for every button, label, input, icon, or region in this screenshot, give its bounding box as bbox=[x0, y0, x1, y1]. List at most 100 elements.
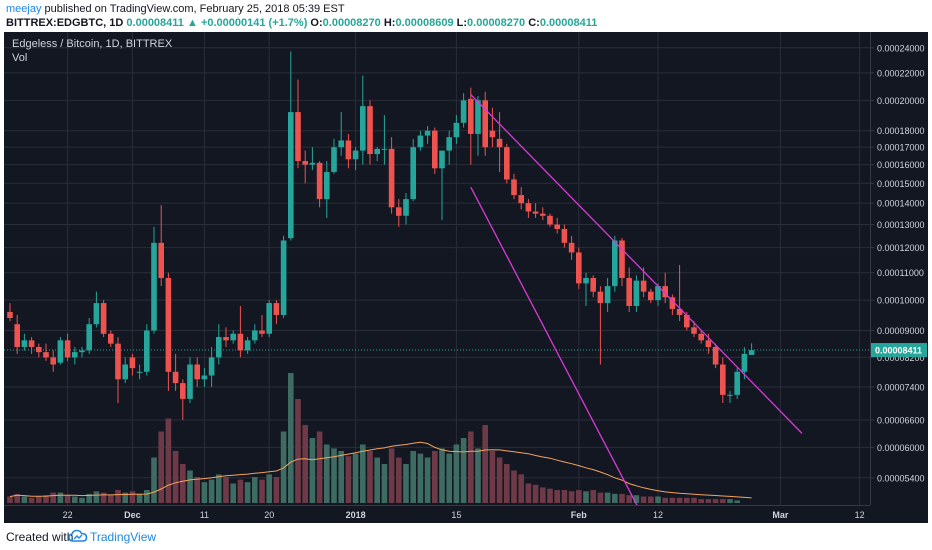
publish-line: meejay published on TradingView.com, Feb… bbox=[6, 3, 345, 15]
volume-bar bbox=[115, 490, 121, 503]
volume-bar bbox=[640, 496, 647, 503]
candle-body bbox=[331, 147, 337, 172]
time-tick-label: 15 bbox=[451, 510, 461, 520]
volume-bar bbox=[43, 495, 49, 503]
volume-bar bbox=[216, 474, 222, 503]
volume-bar bbox=[338, 451, 344, 503]
time-tick-label: Feb bbox=[571, 510, 588, 520]
candle-body bbox=[187, 364, 193, 399]
candle-body bbox=[230, 333, 236, 341]
candle-body bbox=[496, 138, 503, 148]
candle-body bbox=[338, 140, 344, 148]
volume-bar bbox=[396, 457, 402, 503]
chart-title: Edgeless / Bitcoin, 1D, BITTREX bbox=[12, 38, 173, 50]
volume-bar bbox=[360, 444, 366, 503]
trendlines[interactable] bbox=[470, 94, 803, 519]
candle-body bbox=[532, 211, 539, 214]
volume-bar bbox=[590, 490, 596, 503]
volume-bar bbox=[266, 474, 272, 503]
volume-bar bbox=[532, 484, 539, 503]
volume-bar bbox=[93, 491, 100, 503]
candle-body bbox=[352, 150, 359, 160]
volume-bar bbox=[230, 483, 236, 503]
volume-bar bbox=[172, 451, 179, 503]
volume-bar bbox=[72, 496, 78, 503]
volume-bar bbox=[705, 499, 712, 503]
volume-bar bbox=[295, 399, 301, 503]
chart-panel[interactable]: 0.00024000 0.00022000 0.00020000 0.00018000… bbox=[4, 32, 928, 523]
volume-bar bbox=[540, 487, 546, 503]
candle-body bbox=[748, 350, 755, 355]
price-tick-label: 0.00011000 bbox=[877, 268, 924, 278]
volume-bar bbox=[187, 470, 193, 503]
tradingview-cloud-icon[interactable] bbox=[68, 529, 88, 543]
candle-body bbox=[295, 112, 301, 162]
candle-body bbox=[86, 324, 92, 351]
close-value: 0.00008411 bbox=[539, 17, 598, 29]
volume-bar bbox=[50, 492, 56, 503]
volume-bar bbox=[100, 492, 107, 503]
candle-body bbox=[669, 297, 676, 309]
volume-bar bbox=[324, 444, 330, 503]
time-axis[interactable]: 22 Dec 11 20 2018 15 Feb 12 Mar 12 bbox=[4, 505, 870, 523]
candles bbox=[7, 51, 755, 420]
candle-body bbox=[633, 280, 640, 306]
candle-body bbox=[626, 277, 632, 306]
candle-body bbox=[446, 137, 452, 151]
volume-bar bbox=[36, 496, 42, 503]
candle-body bbox=[72, 352, 78, 358]
candle-body bbox=[439, 150, 445, 169]
candle-body bbox=[50, 357, 56, 365]
candle-body bbox=[100, 303, 107, 334]
price-tick-label: 0.00016000 bbox=[877, 160, 925, 170]
candle-body bbox=[511, 179, 517, 196]
volume-bar bbox=[86, 493, 92, 503]
volume-bar bbox=[331, 448, 337, 503]
candle-body bbox=[705, 340, 712, 348]
symbol-label: BITTREX:EDGBTC, 1D bbox=[6, 17, 124, 29]
volume-bar bbox=[165, 418, 172, 503]
candlestick-chart[interactable]: 0.00024000 0.00022000 0.00020000 0.00018000… bbox=[4, 32, 928, 523]
volume-bar bbox=[14, 493, 20, 503]
volume-bar bbox=[374, 457, 380, 503]
price-axis-bg bbox=[870, 32, 928, 523]
volume-ma-line bbox=[9, 441, 752, 499]
candle-body bbox=[36, 347, 42, 353]
time-tick-label: 12 bbox=[653, 510, 663, 520]
volume-bar bbox=[108, 495, 114, 503]
candle-body bbox=[266, 303, 272, 334]
price-tick-label: 0.00017000 bbox=[877, 143, 925, 153]
volume-bar bbox=[468, 431, 474, 503]
volume-bar bbox=[223, 477, 229, 503]
volume-bar bbox=[288, 373, 294, 503]
price-tick-label: 0.00008200 bbox=[877, 353, 925, 363]
candle-body bbox=[244, 340, 251, 351]
candle-body bbox=[151, 242, 157, 331]
tradingview-brand[interactable]: TradingView bbox=[90, 530, 157, 544]
candle-body bbox=[259, 330, 265, 334]
price-tick-label: 0.00013000 bbox=[877, 220, 925, 230]
price-tick-label: 0.00015000 bbox=[877, 179, 925, 189]
candle-body bbox=[309, 162, 316, 165]
author-link[interactable]: meejay bbox=[6, 3, 42, 15]
price-axis[interactable]: 0.00024000 0.00022000 0.00020000 0.00018000… bbox=[870, 32, 928, 523]
candle-body bbox=[568, 242, 575, 253]
current-price-label: 0.00008411 bbox=[875, 346, 922, 356]
publish-bar: meejay published on TradingView.com, Feb… bbox=[0, 0, 932, 32]
candle-body bbox=[21, 340, 28, 348]
candle-body bbox=[576, 252, 582, 284]
candle-body bbox=[172, 371, 179, 384]
price-tick-label: 0.00006600 bbox=[877, 415, 925, 425]
volume-bar bbox=[662, 497, 668, 503]
volume-bar bbox=[712, 499, 719, 503]
candle-body bbox=[590, 277, 596, 292]
grid-lines bbox=[4, 32, 870, 505]
candle-body bbox=[460, 100, 467, 123]
candle-body bbox=[93, 303, 100, 325]
low-value: 0.00008270 bbox=[467, 17, 526, 29]
time-tick-label: 11 bbox=[200, 510, 209, 520]
low-label: L: bbox=[456, 17, 468, 29]
candle-body bbox=[734, 371, 740, 395]
candle-body bbox=[655, 286, 661, 301]
volume-bar bbox=[28, 497, 35, 503]
